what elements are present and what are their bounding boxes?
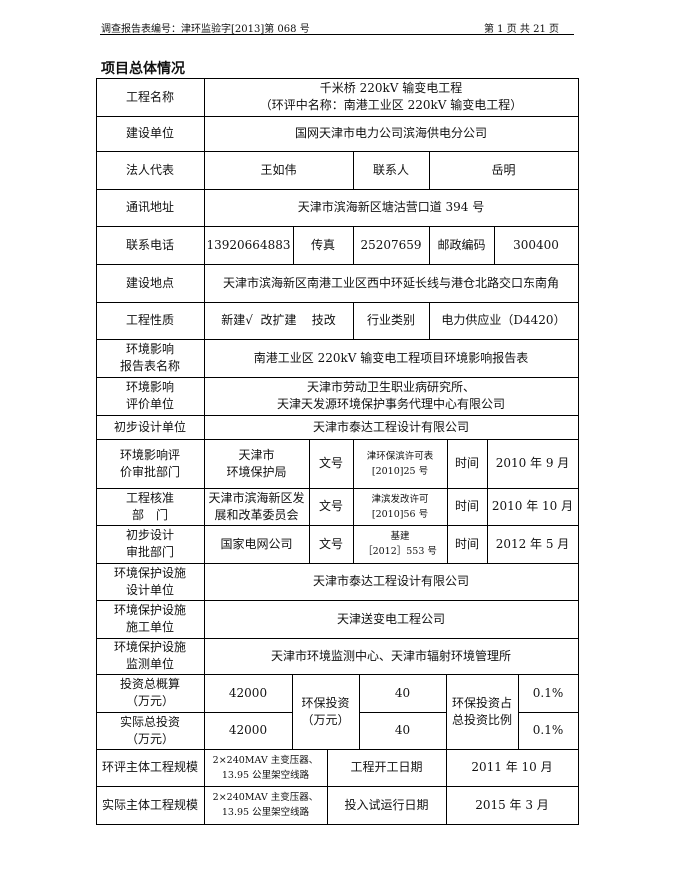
eia-unit: 天津市劳动卫生职业病研究所、 天津天发源环境保护事务代理中心有限公司	[203, 376, 579, 416]
label-fax: 传真	[292, 225, 354, 265]
zip: 300400	[493, 225, 579, 265]
project-time: 2010 年 10 月	[486, 487, 579, 526]
label-actual: 实际总投资 （万元）	[95, 711, 205, 750]
label-industry: 行业类别	[352, 301, 430, 340]
env-actual: 40	[358, 711, 447, 750]
actual-scale: 2×240MAV 主变压器、 13.95 公里架空线路	[203, 785, 328, 825]
builder: 国网天津市电力公司滨海供电分公司	[203, 115, 579, 152]
label-eia-time: 时间	[446, 438, 488, 489]
label-design-approval: 初步设计 审批部门	[95, 524, 205, 564]
project-approval-dept: 天津市滨海新区发 展和改革委员会	[203, 487, 310, 526]
address: 天津市滨海新区塘沽营口道 394 号	[203, 188, 579, 227]
ratio-actual: 0.1%	[517, 711, 579, 750]
label-start-date: 工程开工日期	[326, 748, 447, 787]
start-date: 2011 年 10 月	[445, 748, 579, 787]
prelim-design: 天津市泰达工程设计有限公司	[203, 414, 579, 440]
label-project-name: 工程名称	[95, 77, 205, 117]
label-eia-approval: 环境影响评 价审批部门	[95, 438, 205, 489]
label-eia-name: 环境影响 报告表名称	[95, 338, 205, 378]
label-eia-doc: 文号	[308, 438, 354, 489]
label-nature: 工程性质	[95, 301, 205, 340]
label-builder: 建设单位	[95, 115, 205, 152]
label-trial-date: 投入试运行日期	[326, 785, 447, 825]
eia-name: 南港工业区 220kV 输变电工程项目环境影响报告表	[203, 338, 579, 378]
label-address: 通讯地址	[95, 188, 205, 227]
nature: 新建√ 改扩建 技改	[203, 301, 354, 340]
industry: 电力供应业（D4420）	[428, 301, 579, 340]
label-env-design: 环境保护设施 设计单位	[95, 562, 205, 601]
page-number: 第 1 页 共 21 页	[484, 24, 559, 35]
label-zip: 邮政编码	[428, 225, 495, 265]
label-actual-scale: 实际主体工程规模	[95, 785, 205, 825]
eia-time: 2010 年 9 月	[486, 438, 579, 489]
label-legal: 法人代表	[95, 150, 205, 190]
label-eia-scale: 环评主体工程规模	[95, 748, 205, 787]
label-prelim-design: 初步设计单位	[95, 414, 205, 440]
label-design-doc: 文号	[308, 524, 354, 564]
eia-doc: 津环保滨许可表 [2010]25 号	[352, 438, 448, 489]
label-project-approval: 工程核准 部 门	[95, 487, 205, 526]
design-doc: 基建 ［2012］553 号	[352, 524, 448, 564]
site: 天津市滨海新区南港工业区西中环延长线与港仓北路交口东南角	[203, 263, 579, 303]
label-eia-unit: 环境影响 评价单位	[95, 376, 205, 416]
label-design-time: 时间	[446, 524, 488, 564]
budget: 42000	[203, 673, 293, 713]
ratio-budget: 0.1%	[517, 673, 579, 713]
env-design: 天津市泰达工程设计有限公司	[203, 562, 579, 601]
eia-scale: 2×240MAV 主变压器、 13.95 公里架空线路	[203, 748, 328, 787]
label-budget: 投资总概算 （万元）	[95, 673, 205, 713]
env-construct: 天津送变电工程公司	[203, 599, 579, 639]
contact: 岳明	[428, 150, 579, 190]
trial-date: 2015 年 3 月	[445, 785, 579, 825]
phone: 13920664883	[203, 225, 294, 265]
label-project-time: 时间	[446, 487, 488, 526]
label-site: 建设地点	[95, 263, 205, 303]
env-budget: 40	[358, 673, 447, 713]
report-number: 调查报告表编号：津环监验字[2013]第 068 号	[101, 24, 310, 35]
header-divider	[100, 34, 574, 35]
legal-rep: 王如伟	[203, 150, 354, 190]
label-env-construct: 环境保护设施 施工单位	[95, 599, 205, 639]
eia-approval-dept: 天津市 环境保护局	[203, 438, 310, 489]
label-env-investment: 环保投资 （万元）	[291, 673, 360, 750]
project-name: 千米桥 220kV 输变电工程 （环评中名称：南港工业区 220kV 输变电工程…	[203, 77, 579, 117]
label-phone: 联系电话	[95, 225, 205, 265]
label-env-ratio: 环保投资占 总投资比例	[445, 673, 519, 750]
fax: 25207659	[352, 225, 430, 265]
label-env-monitor: 环境保护设施 监测单位	[95, 637, 205, 675]
design-approval-dept: 国家电网公司	[203, 524, 310, 564]
design-time: 2012 年 5 月	[486, 524, 579, 564]
env-monitor: 天津市环境监测中心、天津市辐射环境管理所	[203, 637, 579, 675]
section-title: 项目总体情况	[101, 61, 185, 77]
label-project-doc: 文号	[308, 487, 354, 526]
project-doc: 津滨发改许可 [2010]56 号	[352, 487, 448, 526]
label-contact: 联系人	[352, 150, 430, 190]
actual: 42000	[203, 711, 293, 750]
